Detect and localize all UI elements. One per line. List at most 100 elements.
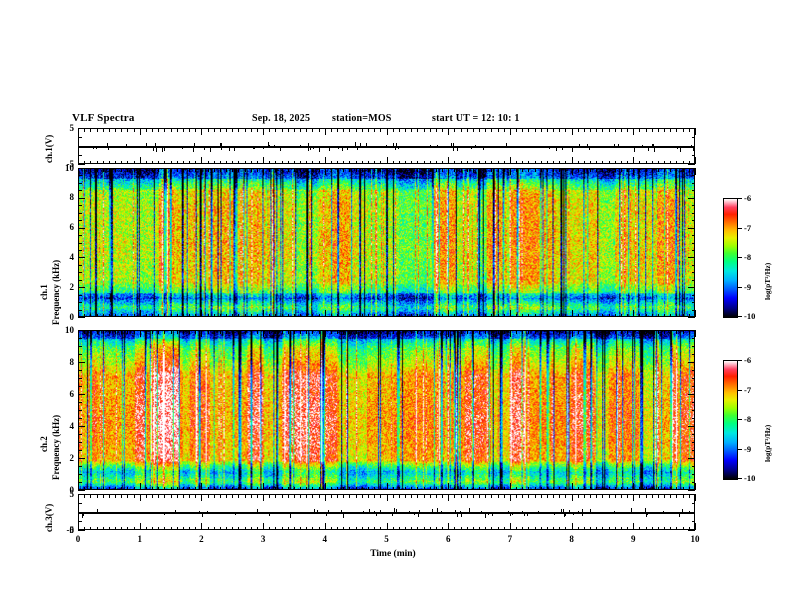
x-tick [571, 157, 573, 164]
x-tick [590, 313, 592, 317]
y-tick [691, 155, 695, 156]
voltage-spike [460, 147, 462, 148]
x-tick [330, 486, 332, 490]
x-tick [460, 486, 462, 490]
y-tick [78, 279, 82, 281]
x-tick [145, 128, 147, 132]
x-tick [380, 160, 382, 164]
x-tick [213, 160, 215, 164]
x-tick [158, 313, 160, 317]
x-tick [509, 330, 511, 337]
voltage-spike [359, 143, 361, 147]
x-tick [417, 128, 419, 132]
voltage-spike [397, 147, 399, 150]
y-tick [691, 346, 695, 347]
x-tick [479, 526, 481, 530]
x-tick [454, 313, 456, 317]
x-tick [553, 313, 555, 317]
y-tick-major [688, 394, 695, 395]
x-tick [355, 128, 357, 132]
ch2-colorbar-title: log(pT²/Hz) [763, 424, 772, 462]
x-tick [361, 168, 363, 172]
x-tick [127, 494, 129, 498]
x-tick [238, 168, 240, 172]
x-tick [435, 160, 437, 164]
voltage-spike [242, 513, 244, 515]
x-tick [516, 128, 518, 132]
x-tick [182, 526, 184, 530]
x-tick [435, 486, 437, 490]
colorbar-tick-label: -9 [744, 281, 752, 292]
x-tick [565, 313, 567, 317]
x-tick [583, 313, 585, 317]
x-tick [657, 494, 659, 498]
x-tick [213, 313, 215, 317]
x-tick [509, 494, 511, 501]
x-tick [553, 160, 555, 164]
x-tick [522, 168, 524, 172]
voltage-spike [508, 510, 509, 514]
x-tick [695, 157, 696, 164]
y-tick-major [78, 458, 85, 459]
voltage-spike [221, 142, 223, 147]
x-tick [522, 313, 524, 317]
x-tick [306, 160, 308, 164]
x-tick-label: 1 [137, 534, 142, 544]
voltage-spike [485, 513, 486, 518]
x-tick [633, 494, 635, 501]
x-tick [676, 486, 678, 490]
voltage-spike [267, 142, 269, 148]
voltage-spike [291, 147, 293, 149]
x-tick [84, 526, 86, 530]
x-tick [330, 494, 332, 498]
x-tick [189, 526, 191, 530]
x-tick [620, 168, 622, 172]
x-tick [528, 330, 530, 334]
voltage-spike [220, 147, 222, 151]
x-tick [528, 128, 530, 132]
x-tick [559, 313, 561, 317]
y-tick-major [688, 197, 695, 199]
voltage-spike [469, 508, 471, 513]
x-tick [688, 168, 690, 172]
x-tick [411, 486, 413, 490]
x-tick [78, 483, 79, 490]
colorbar-tick [738, 360, 742, 361]
x-tick [398, 128, 400, 132]
x-tick [627, 168, 629, 172]
x-tick [349, 526, 351, 530]
x-tick [78, 330, 79, 337]
y-tick [78, 155, 82, 156]
x-tick [102, 330, 104, 334]
x-tick [324, 494, 326, 501]
x-tick [472, 313, 474, 317]
voltage-spike [492, 513, 494, 517]
x-tick [244, 330, 246, 334]
x-tick [633, 157, 635, 164]
voltage-spike [409, 510, 411, 513]
x-tick [287, 128, 289, 132]
x-tick [614, 128, 616, 132]
x-tick [232, 486, 234, 490]
x-tick [121, 168, 123, 172]
x-tick [96, 494, 98, 498]
x-tick [688, 526, 690, 530]
x-tick [676, 160, 678, 164]
y-tick [78, 272, 82, 274]
x-tick [337, 128, 339, 132]
ch1-colorbar [723, 198, 738, 318]
x-tick [281, 128, 283, 132]
x-tick [244, 160, 246, 164]
x-tick [657, 313, 659, 317]
y-tick [78, 482, 82, 483]
x-tick [213, 486, 215, 490]
voltage-spike [413, 513, 415, 516]
x-tick [417, 168, 419, 172]
x-tick [108, 313, 110, 317]
x-tick [503, 128, 505, 132]
x-tick [250, 160, 252, 164]
x-tick [182, 330, 184, 334]
y-tick [691, 220, 695, 222]
voltage-spike [125, 143, 127, 147]
x-tick [596, 313, 598, 317]
